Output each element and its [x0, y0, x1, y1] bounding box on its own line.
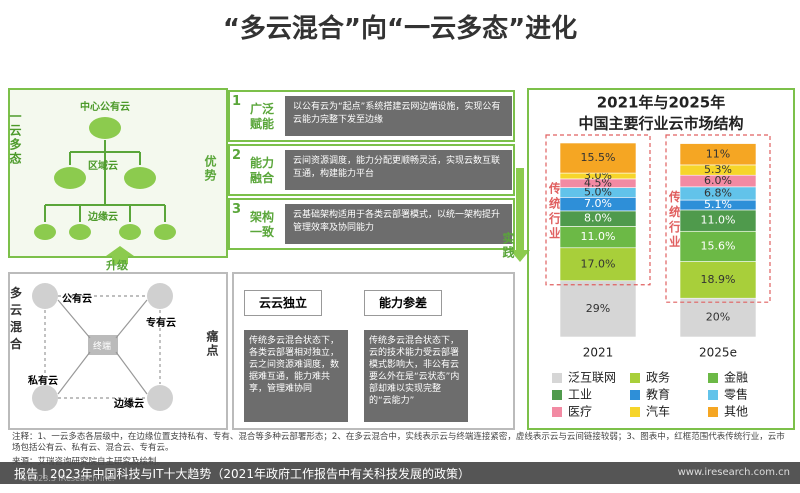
footer-report: 报告丨2023年中国科技与IT十大趋势（2021年政府工作报告中有关科技发展的政…: [14, 467, 470, 481]
legend-swatch: [708, 390, 718, 400]
legend-label: 教育: [646, 387, 670, 402]
label: 终端: [93, 342, 112, 352]
bar-segment: [559, 142, 637, 174]
legend-label: 泛互联网: [568, 371, 616, 385]
copyright: ©2023.3 iResearch Inc.: [20, 474, 115, 483]
label: 升级: [106, 259, 128, 272]
data-label: 11%: [706, 147, 730, 160]
group-box: [665, 134, 771, 303]
label: 公有云: [62, 294, 92, 305]
data-label: 7.0%: [584, 197, 612, 210]
legend-label: 政务: [646, 370, 670, 385]
data-label: 6.8%: [704, 186, 732, 199]
item-title: 能力参差: [364, 290, 442, 316]
data-label: 11.0%: [701, 214, 736, 227]
item-text: 传统多云混合状态下，云的技术能力受云部署模式影响大，非公有云要么外在是“云状态”…: [364, 330, 468, 422]
adv-box: [228, 90, 515, 142]
label: 区域云: [88, 161, 118, 172]
x-tick-label: 2025e: [699, 346, 737, 360]
bar-segment: [679, 261, 757, 299]
legend-label: 其他: [724, 405, 748, 419]
chart-subtitle: 中国主要行业云市场结构: [578, 115, 743, 133]
group-label: 传统行业: [548, 180, 562, 241]
x-tick-label: 2021: [583, 346, 614, 360]
legend-swatch: [708, 407, 718, 417]
label: 优势: [203, 155, 217, 183]
item-text: 云基础架构适用于各类云部署模式，以统一架构提升管理效率及协同能力: [285, 204, 512, 244]
item-title: 能力融合: [250, 156, 275, 185]
bar-segment: [679, 297, 757, 338]
num: 2: [232, 148, 242, 163]
legend-label: 工业: [568, 388, 592, 402]
item-text: 以公有云为“起点”系统搭建云网边端设施，实现公有云能力完整下发至边缘: [285, 96, 512, 136]
chart-box: [527, 88, 795, 430]
adv-box: [228, 198, 515, 250]
label: 一云多态: [8, 110, 22, 166]
bar-segment: [559, 280, 637, 338]
item-title: 广泛赋能: [250, 102, 275, 131]
num: 3: [232, 202, 242, 217]
legend-label: 金融: [724, 370, 748, 385]
legend-label: 零售: [724, 387, 748, 402]
legend-swatch: [552, 373, 562, 383]
label: 痛点: [205, 330, 219, 358]
legend-swatch: [630, 390, 640, 400]
label: 多云混合: [10, 286, 23, 351]
bar-segment: [679, 230, 757, 262]
data-label: 29%: [586, 302, 610, 315]
data-label: 20%: [706, 311, 730, 324]
data-label: 4.5%: [584, 176, 612, 189]
label: 边缘云: [88, 212, 118, 223]
chart-title: 2021年与2025年: [597, 94, 726, 112]
data-label: 11.0%: [581, 230, 616, 243]
notes: 注释：1、一云多态各层级中，在边缘位置支持私有、专有、混合等多种云部署形态；2、…: [12, 432, 785, 453]
legend-label: 汽车: [646, 404, 670, 419]
label: 私有云: [28, 376, 58, 387]
data-label: 18.9%: [701, 273, 736, 286]
legend-swatch: [552, 407, 562, 417]
pain-box: [232, 272, 515, 430]
data-label: 17.0%: [581, 257, 616, 270]
title: “多云混合”向“一云多态”进化: [222, 14, 578, 44]
legend-swatch: [708, 373, 718, 383]
multi-cloud-box: [8, 272, 228, 430]
footer-bar: [0, 462, 800, 484]
label: 中心公有云: [80, 102, 130, 113]
label: 边缘云: [114, 399, 144, 410]
item-title: 云云独立: [244, 290, 322, 316]
adv-box: [228, 144, 515, 196]
legend-swatch: [630, 373, 640, 383]
group-label: 传统行业: [668, 189, 682, 250]
label: 专有云: [146, 318, 176, 329]
data-label: 15.6%: [701, 239, 736, 252]
item-title: 架构一致: [250, 210, 275, 239]
item-text: 传统多云混合状态下，各类云部署相对独立，云之间资源难调度，数据难互通，能力难共享…: [244, 330, 348, 422]
data-label: 15.5%: [581, 151, 616, 164]
bar-segment: [679, 143, 757, 166]
data-label: 6.0%: [704, 174, 732, 187]
item-text: 云间资源调度，能力分配更顺畅灵活，实现云数互联互通，构建能力平台: [285, 150, 512, 190]
data-label: 8.0%: [584, 212, 612, 225]
data-label: 5.3%: [704, 163, 732, 176]
group-box: [545, 134, 651, 286]
legend-label: 医疗: [568, 405, 592, 419]
legend-swatch: [552, 390, 562, 400]
footer-site: www.iresearch.com.cn: [677, 467, 790, 478]
label: 实践: [501, 232, 515, 260]
legend-swatch: [630, 407, 640, 417]
num: 1: [232, 94, 242, 109]
data-label: 5.1%: [704, 198, 732, 211]
data-label: 5.0%: [584, 185, 612, 198]
bar-segment: [559, 247, 637, 282]
